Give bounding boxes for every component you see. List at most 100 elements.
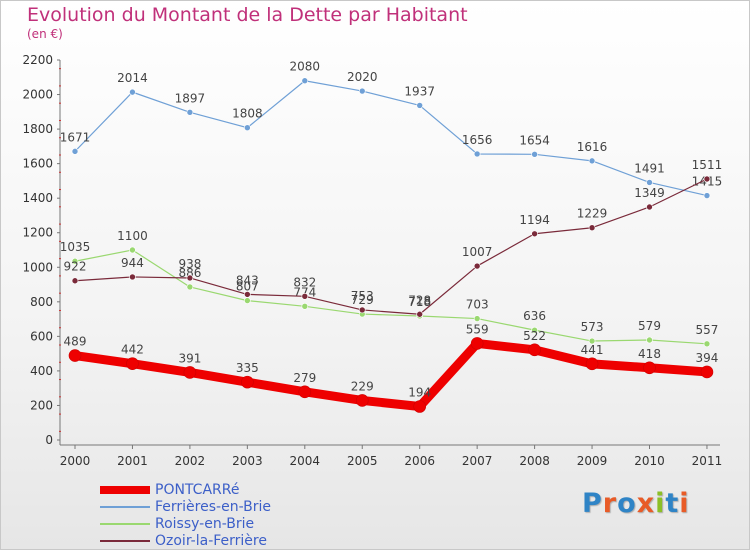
data-point (531, 230, 538, 238)
data-label: 441 (581, 343, 604, 357)
data-label: 1897 (175, 91, 206, 105)
data-label: 703 (466, 298, 489, 312)
data-point (473, 315, 481, 322)
data-label: 2080 (290, 60, 321, 74)
data-point (358, 306, 366, 314)
data-point (301, 303, 309, 310)
data-label: 394 (695, 351, 718, 365)
data-point (244, 124, 251, 132)
data-label: 1035 (60, 240, 91, 254)
y-tick-label: 1000 (22, 260, 53, 274)
series-line (74, 80, 708, 197)
legend-label: Ozoir-la-Ferrière (155, 533, 267, 549)
data-label: 489 (64, 335, 87, 349)
data-point (358, 87, 366, 95)
data-point (186, 109, 194, 116)
logo-letter: o (617, 488, 637, 519)
data-label: 1654 (519, 133, 550, 147)
x-tick-label: 2006 (404, 454, 435, 468)
data-point (643, 361, 656, 375)
data-point (301, 77, 309, 85)
x-tick-label: 2002 (175, 454, 206, 468)
data-label: 718 (408, 295, 431, 309)
series-line (74, 178, 708, 315)
data-label: 753 (351, 289, 374, 303)
y-tick-label: 1800 (22, 122, 53, 136)
data-label: 1671 (60, 130, 91, 144)
data-label: 559 (466, 322, 489, 336)
legend-swatch (100, 486, 150, 494)
legend-swatch (100, 523, 150, 525)
data-label: 442 (121, 343, 144, 357)
data-label: 1007 (462, 245, 493, 259)
y-tick-label: 200 (30, 398, 53, 412)
data-point (416, 310, 424, 318)
data-label: 2014 (117, 71, 148, 85)
x-tick-label: 2005 (347, 454, 378, 468)
logo-letter: x (636, 488, 656, 519)
data-label: 522 (523, 329, 546, 343)
legend-label: Roissy-en-Brie (155, 516, 255, 532)
x-tick-label: 2003 (232, 454, 263, 468)
data-label: 418 (638, 347, 661, 361)
data-label: 1937 (404, 84, 435, 98)
data-point (531, 326, 538, 334)
data-point (473, 262, 481, 270)
data-label: 832 (293, 275, 316, 289)
data-label: 1229 (577, 207, 608, 221)
data-point (470, 337, 484, 350)
data-point (126, 357, 139, 370)
data-point (244, 297, 251, 304)
data-label: 1100 (117, 229, 148, 243)
data-point (241, 375, 254, 389)
data-label: 229 (351, 379, 374, 393)
x-tick-label: 2009 (577, 454, 608, 468)
data-point (588, 157, 596, 165)
data-label: 573 (581, 320, 604, 334)
data-point (585, 357, 599, 371)
y-tick-label: 400 (30, 364, 53, 378)
data-point (413, 400, 427, 413)
y-tick-label: 600 (30, 329, 53, 343)
data-point (244, 291, 251, 298)
logo-letter: t (665, 488, 680, 519)
data-point (129, 88, 136, 96)
y-tick-label: 2200 (22, 53, 53, 67)
x-tick-label: 2007 (462, 454, 493, 468)
y-tick-label: 0 (45, 433, 53, 447)
data-point (68, 349, 82, 362)
data-point (186, 274, 194, 282)
x-tick-label: 2008 (519, 454, 550, 468)
data-label: 944 (121, 256, 144, 270)
x-tick-label: 2011 (692, 454, 723, 468)
data-point (355, 394, 369, 407)
data-label: 1511 (692, 158, 723, 172)
data-point (703, 175, 711, 183)
data-point (129, 246, 136, 254)
y-tick-label: 1200 (22, 226, 53, 240)
data-point (531, 151, 538, 158)
data-point (183, 366, 197, 379)
data-point (71, 257, 79, 265)
data-point (473, 150, 481, 158)
data-label: 1656 (462, 133, 493, 147)
data-label: 636 (523, 309, 546, 323)
series-0: 489 442 391 335 279 229 194 559 522 441 418 394 (64, 322, 718, 413)
data-point (588, 337, 596, 345)
data-point (298, 385, 312, 399)
data-label: 843 (236, 273, 259, 287)
data-label: 807 (236, 280, 259, 294)
data-point (588, 224, 596, 232)
logo-letter: r (602, 488, 618, 519)
data-label: 279 (293, 371, 316, 385)
data-label: 2020 (347, 70, 378, 84)
data-point (646, 179, 653, 186)
data-point (528, 343, 541, 357)
series-1: 1671 2014 1897 1808 2080 2020 1937 1656 1654 1616… (60, 60, 722, 199)
x-tick-label: 2010 (634, 454, 665, 468)
x-tick-label: 2004 (290, 454, 321, 468)
data-label: 579 (638, 319, 661, 333)
series-line (74, 249, 708, 345)
data-point (646, 203, 653, 211)
